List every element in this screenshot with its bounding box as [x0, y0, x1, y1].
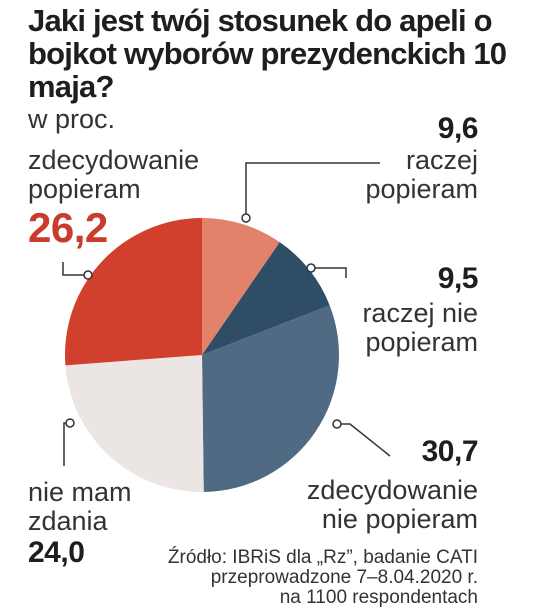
slice-label-raczej-nie-popieram: raczej nie popieram	[362, 299, 478, 357]
leader-line	[62, 262, 88, 276]
slice-raczej-popieram	[202, 218, 280, 355]
slice-label-raczej-popieram: raczej popieram	[365, 146, 478, 204]
leader-marker	[83, 270, 93, 280]
slice-raczej-nie-popieram	[202, 242, 330, 355]
slice-label-line: zdecydowanie	[28, 145, 200, 175]
value-label-zdecydowanie-popieram: 26,2	[28, 204, 108, 251]
slice-zdecydowanie-popieram	[65, 218, 202, 366]
leader-marker	[65, 418, 75, 428]
source-line: przeprowadzone 7–8.04.2020 r.	[210, 567, 478, 588]
leader-marker	[306, 263, 316, 273]
leader-line	[63, 422, 70, 466]
slice-label-line: zdania	[28, 506, 108, 536]
leader-marker	[241, 213, 251, 223]
slice-label-nie-mam-zdania: nie mam zdania	[28, 478, 132, 536]
slice-label-line: zdecydowanie	[306, 475, 478, 505]
unit-label: w proc.	[28, 104, 116, 134]
chart-title: Jaki jest twój stosunek do apeli o bojko…	[28, 3, 507, 104]
slice-label-line: popieram	[365, 174, 478, 204]
slice-label-line: nie mam	[28, 477, 132, 507]
slice-label-zdecydowanie-nie-popieram: zdecydowanie nie popieram	[307, 476, 478, 534]
value-label-nie-mam-zdania: 24,0	[28, 536, 85, 569]
leader-line	[311, 267, 347, 278]
slice-label-line: raczej nie	[362, 298, 478, 328]
source-line: Źródło: IBRiS dla „Rz”, badanie CATI	[167, 547, 478, 568]
leader-line	[245, 162, 380, 218]
slice-label-line: raczej	[405, 145, 478, 175]
slice-label-line: nie popieram	[321, 504, 478, 534]
source-note: Źródło: IBRiS dla „Rz”, badanie CATI prz…	[118, 548, 478, 608]
value-label-raczej-popieram: 9,6	[437, 112, 479, 145]
value-label-raczej-nie-popieram: 9,5	[437, 262, 479, 295]
slice-label-zdecydowanie-popieram: zdecydowanie popieram	[28, 146, 199, 204]
slice-label-line: popieram	[28, 174, 141, 204]
value-label-zdecydowanie-nie-popieram: 30,7	[421, 435, 479, 468]
source-line: na 1100 respondentach	[279, 587, 478, 608]
slice-nie-mam-zdania	[65, 355, 204, 492]
leader-marker	[332, 419, 342, 429]
leader-line	[337, 423, 391, 457]
slice-label-line: popieram	[365, 327, 478, 357]
slice-zdecydowanie-nie-popieram	[202, 305, 339, 492]
